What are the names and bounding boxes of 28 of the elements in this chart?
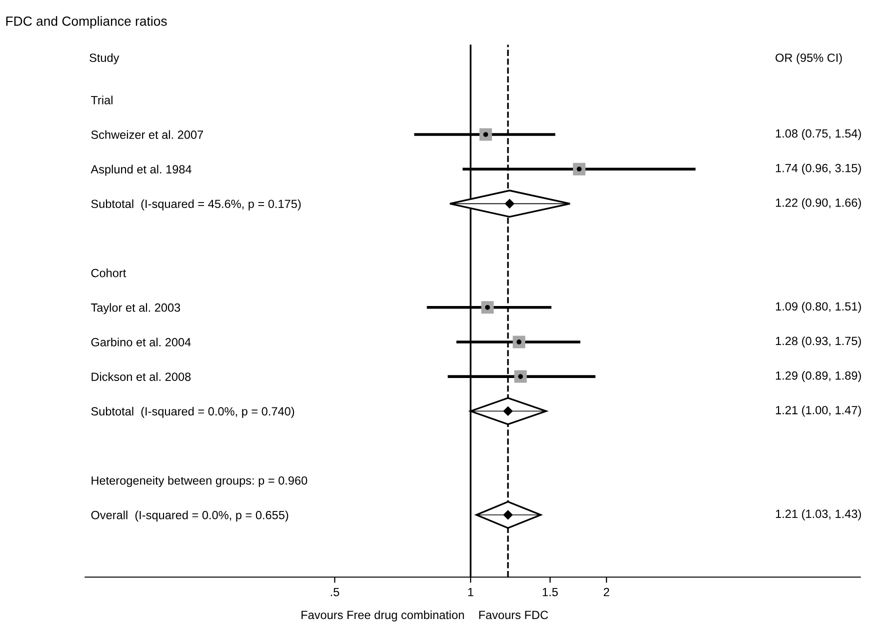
text: OR (95% CI): [776, 53, 842, 64]
y-tick-label: Overall (I-squared = 0.0%, p = 0.655): [91, 510, 288, 522]
y-tick-label: Taylor et al. 2003: [90, 303, 180, 314]
text: Favours FDC: [479, 610, 548, 620]
y-tick-label: Subtotal (I-squared = 0.0%, p = 0.740): [91, 406, 294, 418]
x-tick-label: 1.5: [542, 588, 558, 596]
text: 1.21 (1.00, 1.47): [776, 406, 861, 417]
x-tick-label: .5: [330, 588, 340, 596]
y-tick-label: Garbino et al. 2004: [91, 338, 191, 346]
y-tick-label: Heterogeneity between groups: p = 0.960: [92, 476, 308, 488]
text: 1.22 (0.90, 1.66): [776, 198, 861, 210]
text: 1.74 (0.96, 3.15): [776, 164, 861, 175]
text: Study: [90, 53, 120, 64]
y-tick-label: Asplund et al. 1984: [90, 164, 192, 176]
y-tick-label: Subtotal (I-squared = 45.6%, p = 0.175): [91, 199, 301, 210]
y-tick-label: Schweizer et al. 2007: [91, 130, 203, 139]
text: 1.09 (0.80, 1.51): [776, 302, 861, 313]
chart-title: FDC and Compliance ratios: [6, 16, 167, 28]
y-tick-label: Trial: [90, 96, 112, 104]
text: 1.08 (0.75, 1.54): [776, 128, 861, 140]
text: 1.21 (1.03, 1.43): [776, 509, 861, 520]
text: 1.29 (0.89, 1.89): [776, 371, 861, 382]
y-tick-label: Cohort: [91, 268, 126, 278]
x-tick-label: 1: [468, 588, 474, 596]
text: Favours Free drug combination: [302, 610, 464, 622]
y-tick-label: Dickson et al. 2008: [92, 372, 191, 381]
x-tick-label: 2: [604, 588, 610, 596]
text: 1.28 (0.93, 1.75): [776, 336, 861, 348]
